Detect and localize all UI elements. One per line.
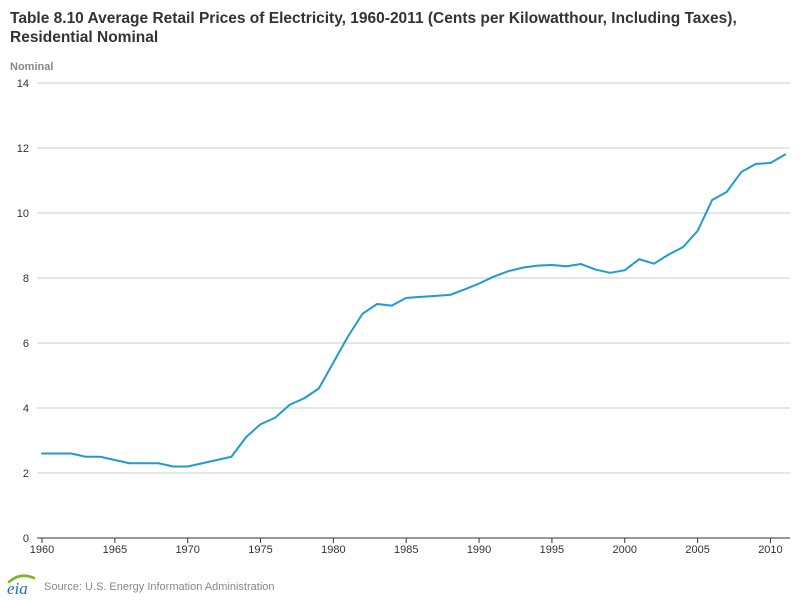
gridlines — [37, 82, 790, 474]
x-tick-label: 2000 — [613, 544, 637, 556]
x-tick-label: 2005 — [685, 544, 709, 556]
x-tick-label: 1980 — [321, 544, 345, 556]
y-tick-labels: 0 2 4 6 8 10 12 14 — [17, 78, 29, 545]
y-tick-label: 12 — [17, 143, 29, 155]
y-tick-label: 0 — [23, 533, 29, 545]
x-tick-label: 2010 — [758, 544, 782, 556]
x-tick-label: 1990 — [467, 544, 491, 556]
source-note: Source: U.S. Energy Information Administ… — [44, 581, 275, 593]
x-tick-label: 1985 — [394, 544, 418, 556]
svg-text:eia: eia — [7, 579, 28, 597]
eia-logo-icon: eia — [7, 574, 36, 597]
y-tick-label: 8 — [23, 273, 29, 285]
x-tick-label: 1970 — [175, 544, 199, 556]
y-tick-label: 6 — [23, 338, 29, 350]
footer: eia Source: U.S. Energy Information Admi… — [6, 573, 406, 597]
x-tick-label: 1960 — [30, 544, 54, 556]
x-tick-label: 1965 — [103, 544, 127, 556]
y-axis-label: Nominal — [10, 61, 54, 73]
chart-title: Table 8.10 Average Retail Prices of Elec… — [10, 10, 737, 46]
y-tick-label: 4 — [23, 403, 29, 415]
x-axis: 1960 1965 1970 1975 1980 1985 1990 1995 2000 2005… — [30, 537, 790, 556]
x-tick-label: 1975 — [248, 544, 272, 556]
y-tick-label: 10 — [17, 208, 29, 220]
series-group — [41, 153, 786, 468]
y-tick-label: 2 — [23, 468, 29, 480]
y-tick-label: 14 — [17, 78, 29, 90]
series-line-0 — [41, 153, 786, 468]
x-tick-label: 1995 — [540, 544, 564, 556]
